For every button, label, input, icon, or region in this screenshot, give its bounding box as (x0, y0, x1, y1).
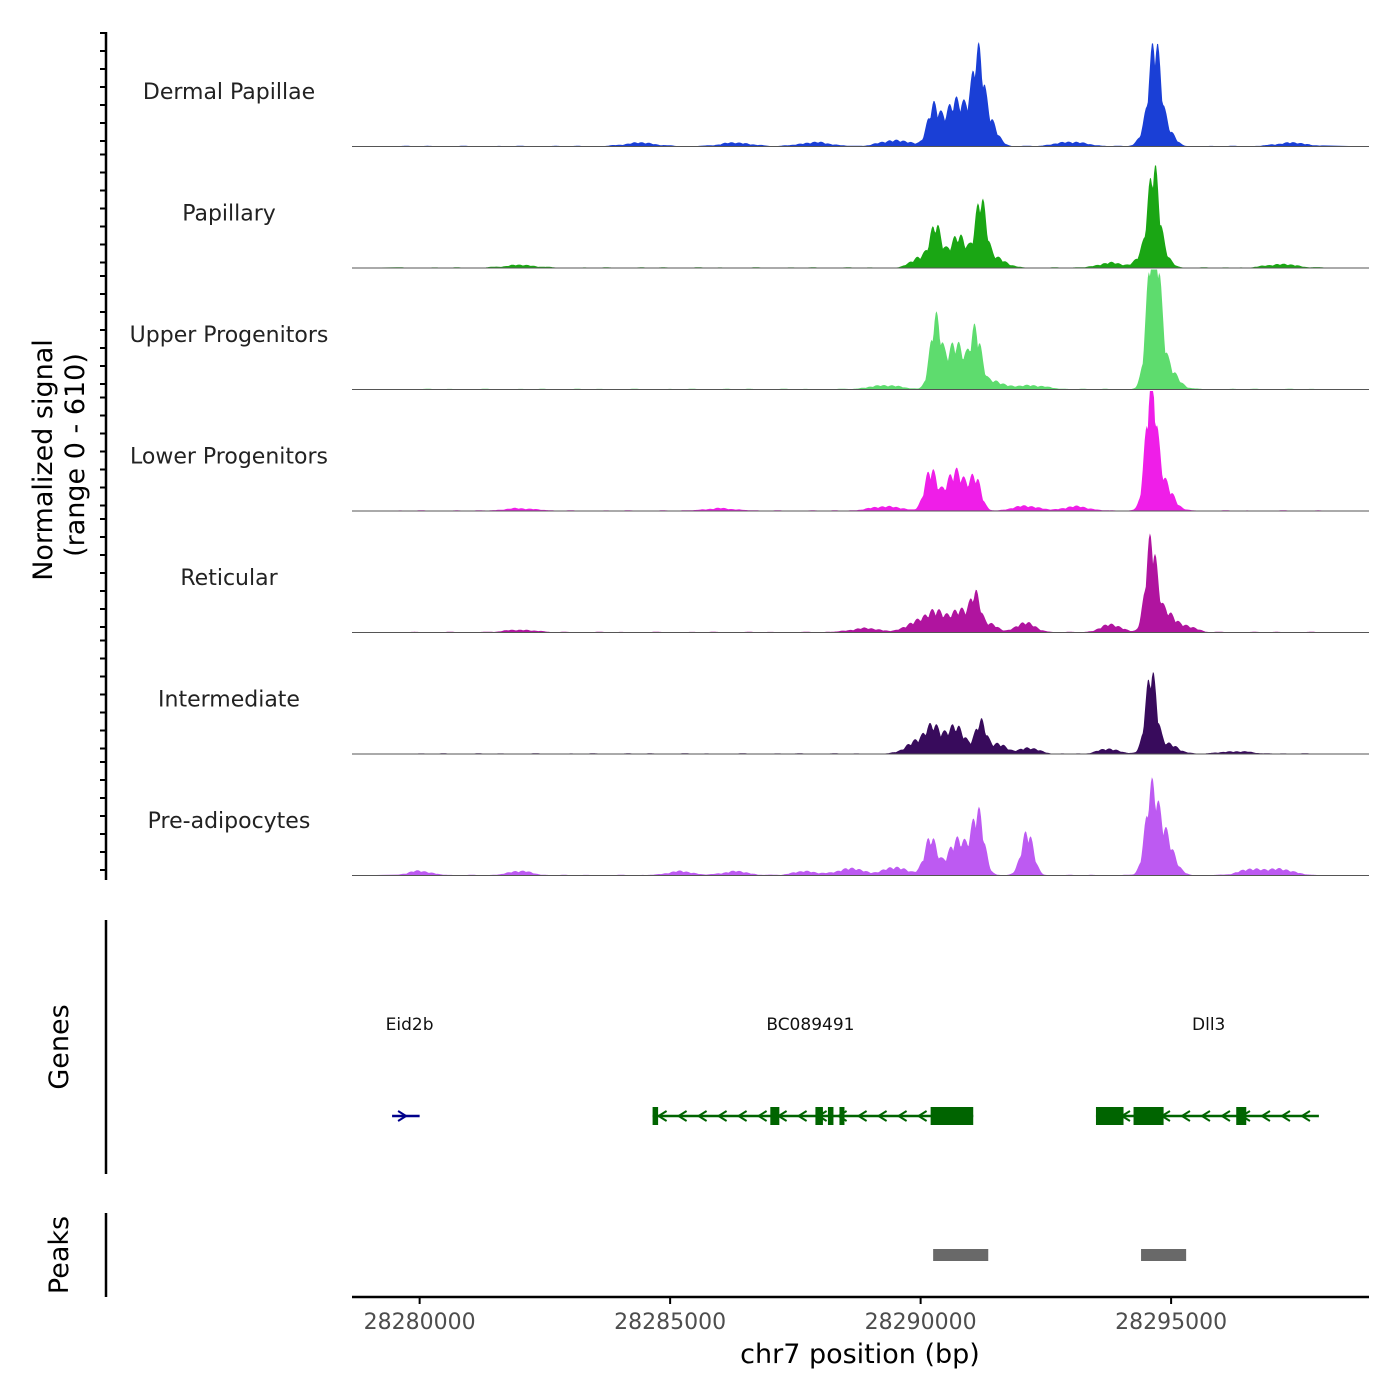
peaks-track (933, 1249, 1187, 1261)
genes-track-label: Genes (44, 1004, 75, 1089)
peak-region (933, 1249, 989, 1261)
track-pre-adipocytes: Pre-adipocytes (148, 777, 1369, 876)
gene-exon (815, 1107, 823, 1125)
track-label: Lower Progenitors (130, 445, 328, 470)
gene-eid2b: Eid2b (386, 1015, 434, 1122)
signal-area (352, 533, 1369, 633)
strand-arrow (856, 1110, 868, 1122)
strand-arrow (896, 1110, 908, 1122)
signal-tracks: Dermal Papillae Papillary Upper Progenitor… (130, 42, 1369, 876)
strand-arrow (736, 1110, 748, 1122)
track-upper-progenitors: Upper Progenitors (130, 269, 1369, 390)
track-papillary: Papillary (182, 165, 1369, 269)
y-axis-range-label: (range 0 - 610) (60, 353, 91, 557)
gene-exon (652, 1107, 659, 1125)
strand-arrow (656, 1110, 668, 1122)
signal-area (352, 42, 1369, 147)
strand-arrow (1200, 1110, 1211, 1122)
strand-arrow (796, 1110, 808, 1122)
x-tick-label: 28285000 (614, 1310, 726, 1335)
signal-area (352, 269, 1369, 390)
x-axis: 28280000 28285000 28290000 28295000 (352, 1295, 1369, 1335)
gene-exon (930, 1107, 974, 1125)
gene-exon (1236, 1107, 1247, 1125)
gene-label: BC089491 (766, 1015, 854, 1035)
signal-y-axis (100, 32, 108, 880)
strand-arrow (1180, 1110, 1191, 1122)
track-dermal-papillae: Dermal Papillae (143, 42, 1369, 147)
signal-area (352, 671, 1369, 754)
peak-region (1141, 1249, 1187, 1261)
gene-exon (770, 1107, 780, 1125)
strand-arrow (756, 1110, 768, 1122)
strand-arrow (876, 1110, 888, 1122)
strand-arrow (1220, 1110, 1231, 1122)
signal-area (352, 165, 1369, 268)
strand-arrow (696, 1110, 708, 1122)
track-label: Dermal Papillae (143, 80, 315, 105)
x-tick-label: 28280000 (364, 1310, 476, 1335)
genes-track: Eid2b BC089491 Dll3 (386, 1015, 1319, 1125)
track-label: Pre-adipocytes (148, 809, 311, 834)
x-axis-title: chr7 position (bp) (740, 1339, 980, 1370)
gene-exon (1095, 1107, 1124, 1125)
track-label: Upper Progenitors (130, 323, 329, 348)
track-reticular: Reticular (180, 533, 1369, 633)
gene-bc089491: BC089491 (652, 1015, 974, 1125)
strand-arrow (716, 1110, 728, 1122)
track-label: Reticular (180, 566, 278, 591)
strand-arrow (397, 1110, 408, 1122)
gene-label: Eid2b (386, 1015, 434, 1035)
signal-area (352, 391, 1369, 511)
strand-arrow (676, 1110, 688, 1122)
gene-label: Dll3 (1192, 1015, 1225, 1035)
gene-exon (827, 1107, 834, 1125)
track-intermediate: Intermediate (158, 671, 1369, 755)
y-axis-title: Normalized signal (28, 339, 59, 581)
x-tick-label: 28295000 (1115, 1310, 1227, 1335)
gene-exon (1133, 1107, 1164, 1125)
gene-exon (839, 1107, 845, 1125)
track-label: Papillary (182, 202, 276, 227)
track-lower-progenitors: Lower Progenitors (130, 391, 1369, 512)
strand-arrow (1260, 1110, 1271, 1122)
strand-arrow (916, 1110, 928, 1122)
x-tick-label: 28290000 (865, 1310, 977, 1335)
gene-dll3: Dll3 (1095, 1015, 1319, 1125)
track-label: Intermediate (158, 688, 300, 713)
peaks-track-label: Peaks (44, 1216, 75, 1294)
signal-area (352, 777, 1369, 876)
strand-arrow (1300, 1110, 1311, 1122)
strand-arrow (1280, 1110, 1291, 1122)
